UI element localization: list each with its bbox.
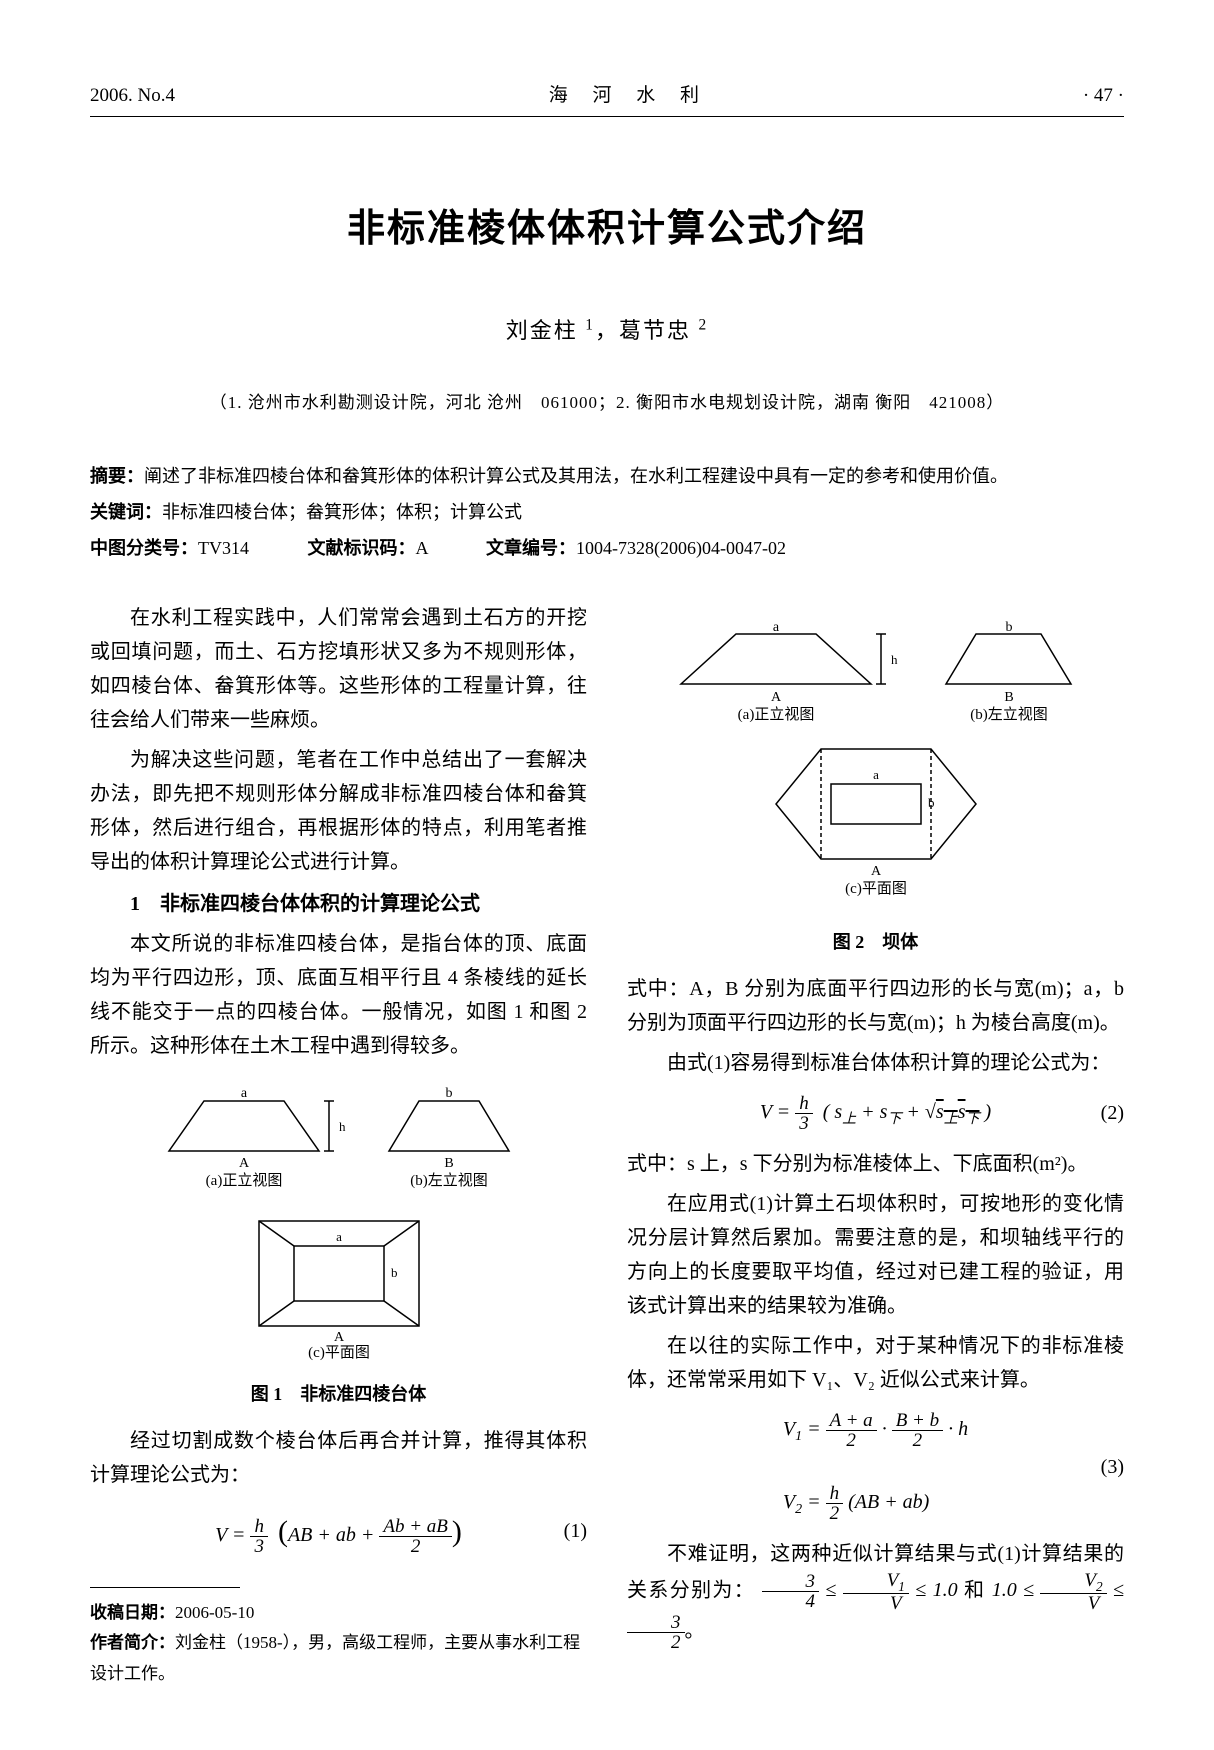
figure-2-caption: 图 2 坝体 bbox=[627, 927, 1124, 958]
formula-number: (2) bbox=[1101, 1096, 1124, 1130]
svg-text:A: A bbox=[238, 1156, 249, 1171]
para: 为解决这些问题，笔者在工作中总结出了一套解决办法，即先把不规则形体分解成非标准四… bbox=[90, 743, 587, 879]
svg-text:(a)正立视图: (a)正立视图 bbox=[205, 1172, 282, 1189]
para: 式中：s 上，s 下分别为标准棱体上、下底面积(m²)。 bbox=[627, 1147, 1124, 1181]
formula-number: (3) bbox=[1101, 1450, 1124, 1484]
section-heading: 1 非标准四棱台体体积的计算理论公式 bbox=[90, 887, 587, 921]
para: 不难证明，这两种近似计算结果与式(1)计算结果的关系分别为： 34 ≤ V1V … bbox=[627, 1537, 1124, 1652]
clc-label: 中图分类号： bbox=[90, 538, 198, 558]
figure-2: a A h (a)正立视图 b B (b)左立视图 bbox=[627, 619, 1124, 909]
figure-1: a A h (a)正立视图 b B (b)左立视图 bbox=[90, 1081, 587, 1361]
svg-text:(c)平面图: (c)平面图 bbox=[845, 880, 907, 897]
svg-text:a: a bbox=[336, 1229, 342, 1244]
authors: 刘金柱 1，葛节忠 2 bbox=[90, 312, 1124, 349]
svg-text:(a)正立视图: (a)正立视图 bbox=[737, 706, 814, 723]
footnotes: 收稿日期：2006-05-10 作者简介：刘金柱（1958-），男，高级工程师，… bbox=[90, 1598, 587, 1690]
formula-3: V1 = A + a2 · B + b2 · h V2 = h2 (AB + a… bbox=[627, 1411, 1124, 1523]
svg-text:b: b bbox=[391, 1265, 398, 1280]
para: 本文所说的非标准四棱台体，是指台体的顶、底面均为平行四边形，顶、底面互相平行且 … bbox=[90, 927, 587, 1063]
para: 在以往的实际工作中，对于某种情况下的非标准棱体，还常常采用如下 V₁、V₂ 近似… bbox=[627, 1329, 1124, 1397]
right-column: a A h (a)正立视图 b B (b)左立视图 bbox=[627, 601, 1124, 1689]
svg-text:a: a bbox=[873, 767, 879, 782]
svg-text:A: A bbox=[770, 690, 781, 705]
formula-2: V = h3 ( s上 + s下 + √s上s下 ) (2) bbox=[627, 1094, 1124, 1133]
svg-text:A: A bbox=[333, 1330, 344, 1345]
svg-text:b: b bbox=[445, 1086, 452, 1101]
para: 在应用式(1)计算土石坝体积时，可按地形的变化情况分层计算然后累加。需要注意的是… bbox=[627, 1187, 1124, 1323]
keywords-text: 非标准四棱台体；畚箕形体；体积；计算公式 bbox=[162, 502, 522, 522]
affiliations: （1. 沧州市水利勘测设计院，河北 沧州 061000；2. 衡阳市水电规划设计… bbox=[90, 389, 1124, 418]
svg-text:b: b bbox=[928, 795, 935, 810]
para: 在水利工程实践中，人们常常会遇到土石方的开挖或回填问题，而土、石方挖填形状又多为… bbox=[90, 601, 587, 737]
received-date: 收稿日期：2006-05-10 bbox=[90, 1598, 587, 1629]
svg-text:a: a bbox=[772, 620, 779, 635]
article-title: 非标准棱体体积计算公式介绍 bbox=[90, 197, 1124, 262]
svg-text:a: a bbox=[240, 1086, 247, 1101]
formula-1: V = h3 (AB + ab + Ab + aB2) (1) bbox=[90, 1506, 587, 1557]
meta-block: 摘要：阐述了非标准四棱台体和畚箕形体的体积计算公式及其用法，在水利工程建设中具有… bbox=[90, 458, 1124, 566]
para: 式中：A，B 分别为底面平行四边形的长与宽(m)；a，b 分别为顶面平行四边形的… bbox=[627, 972, 1124, 1040]
keywords-line: 关键词：非标准四棱台体；畚箕形体；体积；计算公式 bbox=[90, 494, 1124, 530]
keywords-label: 关键词： bbox=[90, 502, 162, 522]
svg-text:B: B bbox=[444, 1156, 453, 1171]
articleid-label: 文章编号： bbox=[486, 538, 576, 558]
para: 经过切割成数个棱台体后再合并计算，推得其体积计算理论公式为： bbox=[90, 1424, 587, 1492]
svg-text:h: h bbox=[339, 1119, 346, 1134]
classification-line: 中图分类号：TV314 文献标识码：A 文章编号：1004-7328(2006)… bbox=[90, 530, 1124, 566]
svg-text:(c)平面图: (c)平面图 bbox=[308, 1344, 370, 1361]
svg-text:B: B bbox=[1004, 690, 1013, 705]
journal-name: 海 河 水 利 bbox=[549, 80, 709, 112]
abstract-label: 摘要： bbox=[90, 466, 144, 486]
page-number: · 47 · bbox=[1083, 80, 1124, 112]
articleid-value: 1004-7328(2006)04-0047-02 bbox=[576, 538, 786, 558]
figure-1-caption: 图 1 非标准四棱台体 bbox=[90, 1379, 587, 1410]
formula-number: (1) bbox=[564, 1514, 587, 1548]
left-column: 在水利工程实践中，人们常常会遇到土石方的开挖或回填问题，而土、石方挖填形状又多为… bbox=[90, 601, 587, 1689]
body-columns: 在水利工程实践中，人们常常会遇到土石方的开挖或回填问题，而土、石方挖填形状又多为… bbox=[90, 601, 1124, 1689]
author-bio: 作者简介：刘金柱（1958-），男，高级工程师，主要从事水利工程设计工作。 bbox=[90, 1628, 587, 1689]
doccode-value: A bbox=[416, 538, 428, 558]
svg-text:b: b bbox=[1005, 620, 1012, 635]
abstract-line: 摘要：阐述了非标准四棱台体和畚箕形体的体积计算公式及其用法，在水利工程建设中具有… bbox=[90, 458, 1124, 494]
para: 由式(1)容易得到标准台体体积计算的理论公式为： bbox=[627, 1046, 1124, 1080]
svg-text:h: h bbox=[891, 652, 898, 667]
footnote-separator bbox=[90, 1587, 240, 1588]
svg-text:A: A bbox=[870, 864, 881, 879]
svg-text:(b)左立视图: (b)左立视图 bbox=[970, 706, 1048, 723]
doccode-label: 文献标识码： bbox=[308, 538, 416, 558]
clc-value: TV314 bbox=[198, 538, 249, 558]
header-left: 2006. No.4 bbox=[90, 80, 175, 112]
abstract-text: 阐述了非标准四棱台体和畚箕形体的体积计算公式及其用法，在水利工程建设中具有一定的… bbox=[144, 466, 1008, 486]
running-header: 2006. No.4 海 河 水 利 · 47 · bbox=[90, 80, 1124, 117]
svg-text:(b)左立视图: (b)左立视图 bbox=[410, 1172, 488, 1189]
